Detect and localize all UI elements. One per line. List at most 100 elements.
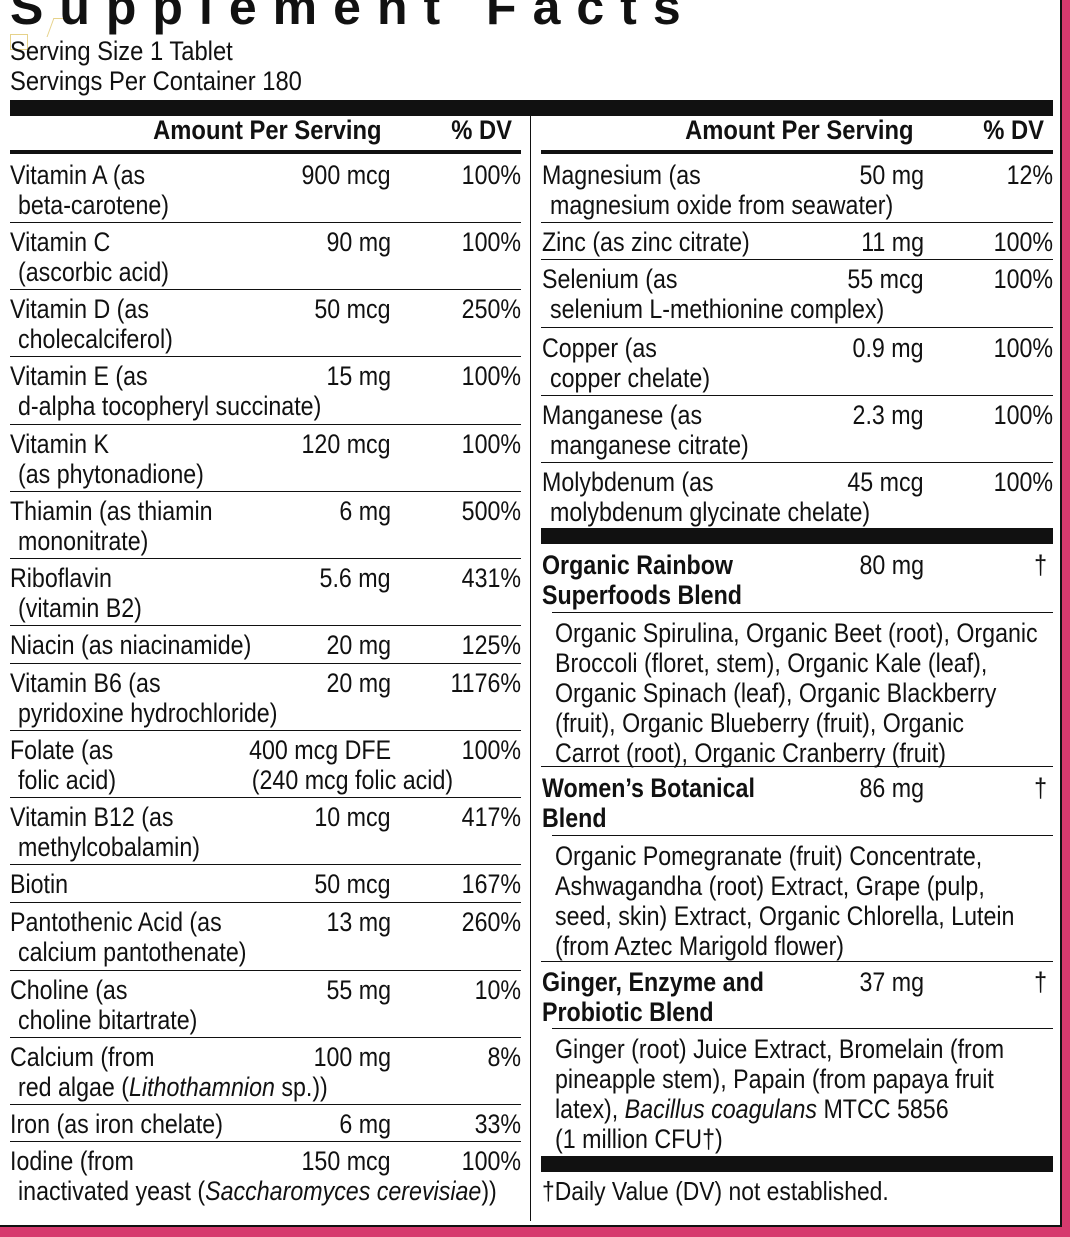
nutrient-row: Iodine (from inactivated yeast (Saccharom… [10,1146,521,1206]
blend-ingredient-line: Ashwagandha (root) Extract, Grape (pulp, [555,871,985,901]
left-header-rule [10,150,521,154]
row-divider [552,612,1053,613]
right-header-dv: % DV [983,115,1044,145]
blend-ingredient-line: pineapple stem), Papain (from papaya fru… [555,1064,994,1094]
nutrient-name: Vitamin C [10,227,111,257]
nutrient-source: d-alpha tocopheryl succinate) [18,391,322,421]
nutrient-row: Biotin 50 mcg 167% [10,869,521,929]
footnote-bar [541,1156,1053,1172]
nutrient-dv: 100% [993,400,1053,430]
nutrient-source-pre: inactivated yeast ( [18,1176,206,1206]
right-header-rule [541,150,1053,154]
nutrient-name: Vitamin B6 (as [10,668,161,698]
nutrient-dv: 100% [993,467,1053,497]
nutrient-source: folic acid) [18,765,117,795]
nutrient-amount: 20 mg [326,668,391,698]
nutrient-name: Vitamin A (as [10,160,146,190]
blend-name: Women’s Botanical [542,773,755,803]
nutrient-source-latin: Lithothamnion [129,1072,275,1102]
nutrient-name: Vitamin K [10,429,109,459]
nutrient-row: Manganese (as manganese citrate) 2.3 mg 100… [542,400,1053,460]
blend-ingredient-line: (1 million CFU†) [555,1124,723,1154]
nutrient-amount: 50 mg [859,160,924,190]
nutrient-row: Molybdenum (as molybdenum glycinate chela… [542,467,1053,527]
right-header-amount: Amount Per Serving [685,115,914,145]
row-divider [10,289,521,290]
nutrient-dv: 100% [461,1146,521,1176]
nutrient-name: Thiamin (as thiamin [10,496,213,526]
nutrient-name: Vitamin D (as [10,294,149,324]
nutrient-amount: 120 mcg [301,429,391,459]
nutrient-row: Choline (as choline bitartrate) 55 mg 10% [10,975,521,1035]
blend-ingredient-line: (from Aztec Marigold flower) [555,931,845,961]
nutrient-name: Iodine (from [10,1146,134,1176]
nutrient-dv: 100% [461,735,521,765]
row-divider [10,491,521,492]
nutrient-amount: 50 mcg [314,294,391,324]
nutrient-source-latin: Saccharomyces cerevisiae [205,1176,482,1206]
nutrient-amount: 90 mg [326,227,391,257]
nutrient-dv: 431% [461,563,521,593]
nutrient-amount: 0.9 mg [853,333,924,363]
nutrient-amount: 50 mcg [314,869,391,899]
row-divider [10,663,521,664]
nutrient-amount: 2.3 mg [853,400,924,430]
frame-icon [10,34,28,50]
nutrient-row: Vitamin K (as phytonadione) 120 mcg 100% [10,429,521,489]
blend-ingredient-post: MTCC 5856 [817,1094,949,1124]
nutrient-source: molybdenum glycinate chelate) [550,497,871,527]
servings-per-container: Servings Per Container 180 [10,66,302,96]
blend-ingredient-line: (fruit), Organic Blueberry (fruit), Orga… [555,708,965,738]
row-divider [10,902,521,903]
nutrient-row: Vitamin B12 (as methylcobalamin) 10 mcg 417… [10,802,521,862]
blend-name-cont: Superfoods Blend [542,580,742,610]
nutrient-amount: 150 mcg [301,1146,391,1176]
nutrient-amount: 6 mg [339,1109,391,1139]
nutrient-name: Calcium (from [10,1042,155,1072]
nutrient-dv: 8% [487,1042,521,1072]
serving-size: Serving Size 1 Tablet [10,36,233,66]
nutrient-dv: 100% [461,227,521,257]
panel-title: Supplement Facts [10,0,697,35]
nutrient-row: Copper (as copper chelate) 0.9 mg 100% [542,333,1053,393]
nutrient-dv: 167% [461,869,521,899]
nutrient-amount: 11 mg [861,227,924,257]
nutrient-source: (ascorbic acid) [18,257,169,287]
nutrient-row: Vitamin B6 (as pyridoxine hydrochloride) 2… [10,668,521,728]
nutrient-name: Biotin [10,869,69,899]
blend-ingredient-latin: Bacillus coagulans [624,1094,818,1124]
nutrient-dv: 1176% [450,668,521,698]
nutrient-name: Riboflavin [10,563,112,593]
row-divider [541,961,1053,962]
nutrient-source: calcium pantothenate) [18,937,247,967]
nutrient-name: Pantothenic Acid (as [10,907,222,937]
row-divider [541,395,1053,396]
blend-ingredient-pre: latex), [555,1094,625,1124]
row-divider [541,462,1053,463]
nutrient-row: Vitamin D (as cholecalciferol) 50 mcg 250% [10,294,521,354]
row-divider [552,1028,1053,1029]
nutrient-amount: 45 mcg [847,467,924,497]
nutrient-source: choline bitartrate) [18,1005,198,1035]
nutrient-name: Copper (as [542,333,657,363]
nutrient-source: cholecalciferol) [18,324,173,354]
row-divider [541,766,1053,767]
nutrient-amount: 55 mcg [847,264,924,294]
blend-heading: Women’s Botanical Blend 86 mg † [542,773,1053,833]
blend-ingredient-line: Ginger (root) Juice Extract, Bromelain (… [555,1034,1005,1064]
nutrient-source: beta-carotene) [18,190,170,220]
nutrient-row: Folate (as folic acid) 400 mcg DFE (240 mcg… [10,735,521,795]
row-divider [10,625,521,626]
nutrient-row: Zinc (as zinc citrate) 11 mg 100% [542,227,1053,287]
nutrient-name: Niacin (as niacinamide) [10,630,252,660]
nutrient-name: Vitamin E (as [10,361,148,391]
nutrient-name: Selenium (as [542,264,678,294]
nutrient-source-post: sp.)) [274,1072,328,1102]
nutrient-source: methylcobalamin) [18,832,200,862]
left-header-dv: % DV [451,115,512,145]
nutrient-source: red algae (Lithothamnion sp.)) [18,1072,328,1102]
nutrient-amount: 13 mg [326,907,391,937]
nutrient-amount: 100 mg [313,1042,391,1072]
row-divider [10,424,521,425]
nutrient-dv: 250% [461,294,521,324]
